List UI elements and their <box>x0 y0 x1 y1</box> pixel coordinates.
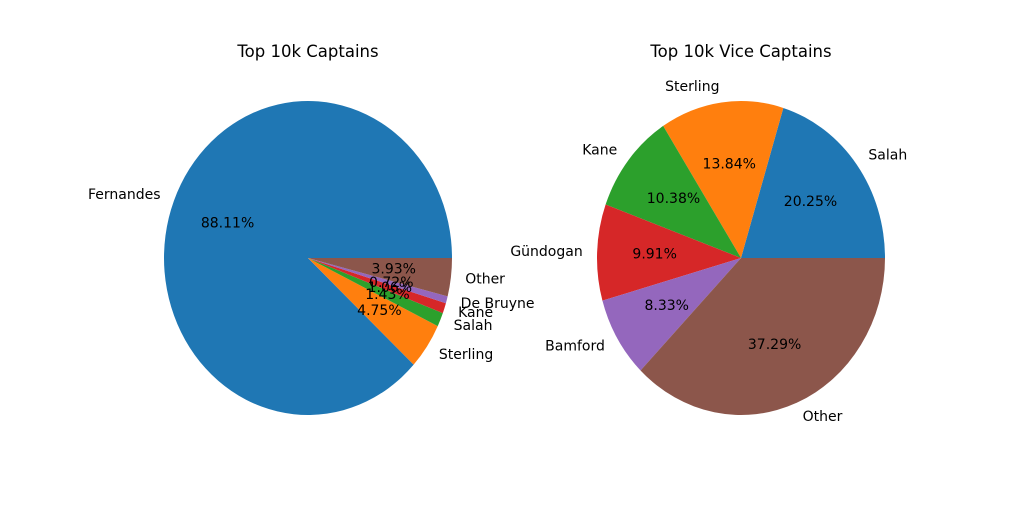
captains-chart-title: Top 10k Captains <box>236 42 378 61</box>
captains-label-other: Other <box>465 271 505 287</box>
vice-captains-slice-bamford <box>602 258 741 371</box>
vice-captains-label-bamford: Bamford <box>545 338 605 354</box>
vice-captains-label-gundogan: Gündogan <box>510 244 582 260</box>
captains-label-fernandes: Fernandes <box>88 187 161 203</box>
captains-pie-chart: Top 10k Captains Fernandes 88.11% Sterling… <box>88 42 535 416</box>
captains-label-salah: Salah <box>454 318 493 334</box>
captains-pct-sterling: 4.75% <box>357 303 401 319</box>
vice-captains-pie-chart: Top 10k Vice Captains Salah 20.25% Sterlin… <box>510 42 907 425</box>
vice-captains-slices <box>597 101 885 415</box>
captains-label-de-bruyne: De Bruyne <box>461 296 535 312</box>
captains-slice-other <box>308 258 452 297</box>
captains-slice-fernandes <box>164 101 452 416</box>
vice-captains-slice-other <box>640 258 885 415</box>
captains-pct-de-bruyne: 0.72% <box>369 275 413 291</box>
captains-labels: Fernandes 88.11% Sterling 4.75% Salah 1.43% Ka… <box>88 187 535 363</box>
captains-pct-salah: 1.43% <box>365 287 409 303</box>
vice-captains-pct-bamford: 8.33% <box>645 298 689 314</box>
captains-slice-de-bruyne <box>308 258 448 304</box>
vice-captains-pct-other: 37.29% <box>748 337 801 353</box>
vice-captains-slice-salah <box>741 107 885 259</box>
vice-captains-pct-salah: 20.25% <box>784 194 837 210</box>
vice-captains-slice-gundogan <box>597 204 741 301</box>
captains-slice-kane <box>308 258 446 314</box>
captains-label-sterling: Sterling <box>439 347 493 363</box>
vice-captains-label-salah: Salah <box>868 147 907 163</box>
captains-slice-sterling <box>308 258 438 365</box>
vice-captains-label-kane: Kane <box>582 142 617 158</box>
vice-captains-pct-kane: 10.38% <box>647 191 700 207</box>
captains-slice-salah <box>308 258 443 327</box>
captains-slices <box>164 101 452 416</box>
captains-label-kane: Kane <box>458 305 493 321</box>
vice-captains-label-sterling: Sterling <box>665 79 719 95</box>
vice-captains-slice-kane <box>605 125 741 258</box>
vice-captains-label-other: Other <box>803 409 843 425</box>
captains-pct-kane: 1.06% <box>368 280 412 296</box>
captains-pct-fernandes: 88.11% <box>201 216 254 232</box>
vice-captains-pct-gundogan: 9.91% <box>632 247 676 263</box>
vice-captains-chart-title: Top 10k Vice Captains <box>649 42 831 61</box>
vice-captains-slice-sterling <box>663 101 784 258</box>
vice-captains-labels: Salah 20.25% Sterling 13.84% Kane 10.38% Gündo… <box>510 79 907 425</box>
captains-pct-other: 3.93% <box>372 262 416 278</box>
vice-captains-pct-sterling: 13.84% <box>703 157 756 173</box>
